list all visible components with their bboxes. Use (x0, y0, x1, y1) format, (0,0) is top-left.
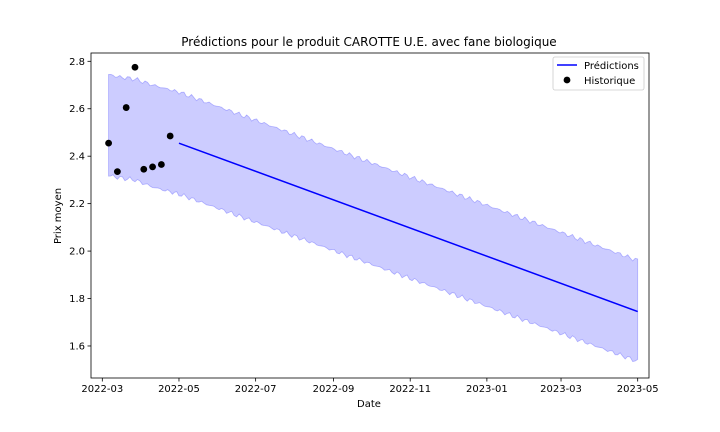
x-axis-title: Date (357, 399, 381, 410)
chart-title: Prédictions pour le produit CAROTTE U.E.… (181, 35, 556, 49)
y-tick-label: 2.4 (69, 152, 85, 163)
y-tick-label: 2.6 (69, 104, 85, 115)
y-axis-title: Prix moyen (53, 188, 64, 244)
x-tick-label: 2023-05 (617, 384, 659, 395)
x-tick-label: 2022-03 (81, 384, 123, 395)
plot-area (105, 63, 639, 363)
history-point (166, 132, 174, 140)
x-tick-label: 2022-09 (313, 384, 355, 395)
x-tick-label: 2023-01 (466, 384, 508, 395)
y-tick-label: 1.8 (69, 294, 85, 305)
history-point (105, 139, 112, 147)
axes-frame (90, 52, 650, 379)
history-point (113, 168, 121, 176)
history-point (157, 161, 165, 168)
confidence-band (108, 73, 639, 363)
x-tick-label: 2022-05 (158, 384, 200, 395)
x-tick-label: 2022-11 (389, 384, 431, 395)
y-tick-label: 2.0 (69, 247, 85, 258)
x-tick-label: 2022-07 (235, 384, 277, 395)
legend-label-predictions: Prédictions (584, 60, 639, 72)
legend-dot-marker (563, 76, 571, 84)
y-tick-label: 2.8 (69, 57, 85, 68)
history-point (122, 104, 130, 111)
axes: 2022-03 2022-05 2022-07 2022-09 2022-11 2023-… (69, 52, 659, 395)
prediction-line (178, 142, 638, 313)
history-point (140, 165, 148, 173)
x-tick-label: 2023-03 (540, 384, 582, 395)
y-tick-label: 1.6 (69, 341, 85, 352)
y-tick-label: 2.2 (69, 199, 85, 210)
history-point (131, 63, 139, 71)
legend-label-historique: Historique (584, 76, 635, 87)
history-point (149, 163, 156, 171)
legend: Prédictions Historique (552, 56, 645, 91)
